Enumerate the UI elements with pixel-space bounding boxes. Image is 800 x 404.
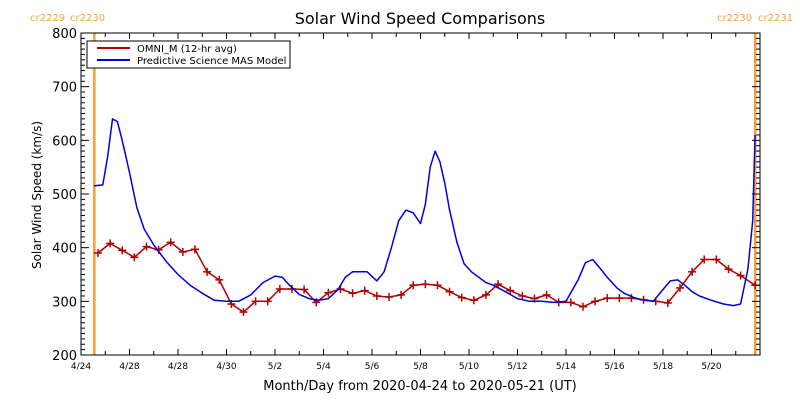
omni-data-point [178,247,187,256]
omni-data-point [603,294,612,303]
omni-data-point [287,284,296,293]
x-tick-label: 5/12 [507,362,527,372]
y-tick-label: 800 [52,27,77,42]
legend-label-omni: OMNI_M (12-hr avg) [137,44,237,55]
y-tick-label: 600 [52,134,77,149]
omni-data-point [688,267,697,276]
legend-box [86,40,291,69]
omni-data-point [251,297,260,306]
y-axis-label: Solar Wind Speed (km/s) [30,121,44,269]
y-tick-label: 300 [52,295,77,310]
y-tick-label: 700 [52,81,77,96]
omni-data-point [360,286,369,295]
omni-data-point [663,298,672,307]
x-tick-label: 5/20 [701,362,721,372]
omni-data-point [106,239,115,248]
omni-data-point [591,297,600,306]
omni-data-point [203,267,212,276]
x-tick-label: 5/18 [653,362,673,372]
omni-data-point [700,255,709,264]
omni-data-point [93,249,102,258]
x-tick-label: 4/28 [168,362,188,372]
omni-data-point [239,308,248,317]
omni-data-point [409,281,418,290]
omni-data-point [494,280,503,289]
omni-data-point [469,296,478,305]
omni-data-point [348,289,357,298]
carrington-label-right-1: cr2230 [70,13,105,24]
x-tick-label: 4/28 [119,362,139,372]
omni-data-point [457,293,466,302]
y-tick-label: 500 [52,188,77,203]
omni-data-point [166,238,175,247]
x-axis-label: Month/Day from 2020-04-24 to 2020-05-21 … [263,379,576,394]
x-tick-label: 5/10 [459,362,479,372]
carrington-label-left-2: cr2230 [717,13,752,24]
plot-frame [80,32,761,356]
omni-data-point [445,287,454,296]
omni-data-point [263,297,272,306]
omni-data-point [518,291,527,300]
omni-data-point [736,271,745,280]
omni-data-point [566,298,575,307]
x-tick-label: 5/2 [268,362,282,372]
omni-data-point [130,253,139,262]
omni-data-point [142,242,151,251]
chart-title: Solar Wind Speed Comparisons [295,9,546,28]
omni-data-point [118,246,127,255]
y-tick-label: 200 [52,349,77,364]
mas-model-series-line [94,118,756,307]
x-tick-label: 4/30 [216,362,236,372]
omni-data-point [724,265,733,274]
omni-data-point [481,290,490,299]
omni-data-point [190,245,199,254]
carrington-label-right-2: cr2231 [758,13,793,24]
carrington-label-left-1: cr2229 [30,13,65,24]
legend-label-mas: Predictive Science MAS Model [137,56,286,67]
omni-data-point [712,255,721,264]
omni-data-point [578,302,587,311]
omni-data-point [615,294,624,303]
legend: OMNI_M (12-hr avg) Predictive Science MA… [86,40,291,69]
omni-data-point [215,275,224,284]
x-tick-label: 5/6 [365,362,380,372]
omni-data-point [384,293,393,302]
omni-data-point [397,290,406,299]
x-tick-label: 5/8 [413,362,428,372]
y-tick-label: 400 [52,242,77,257]
omni-data-point [275,284,284,293]
omni-data-point [372,291,381,300]
omni-data-point [675,283,684,292]
x-tick-label: 5/4 [316,362,331,372]
omni-data-point [300,285,309,294]
omni-data-point [433,281,442,290]
omni-data-point [421,280,430,289]
x-tick-label: 5/16 [604,362,624,372]
x-tick-label: 4/24 [71,362,91,372]
omni-data-point [324,288,333,297]
x-tick-label: 5/14 [556,362,576,372]
omni-data-point [506,286,515,295]
omni-data-point [542,290,551,299]
